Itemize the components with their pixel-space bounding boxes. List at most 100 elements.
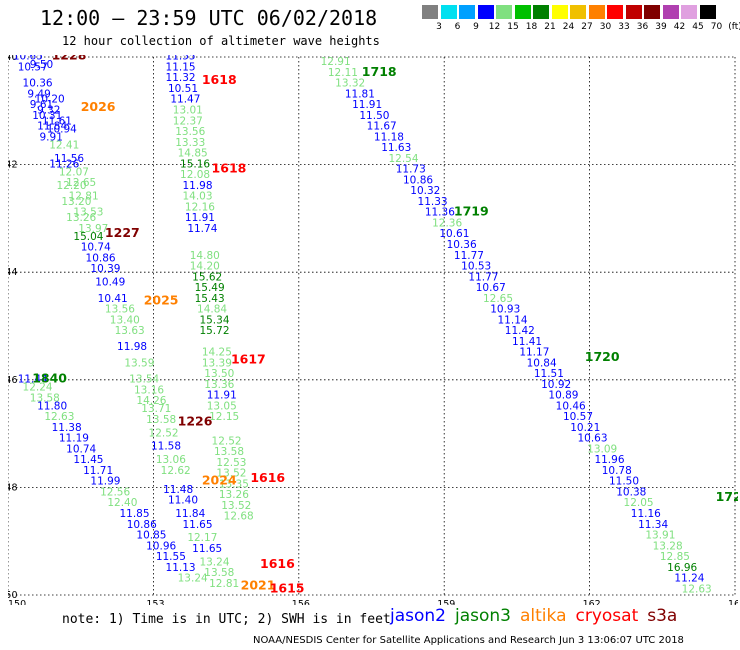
swh-value: 9.50 bbox=[30, 59, 53, 71]
scale-swatch bbox=[607, 5, 623, 19]
swh-value: 13.53 bbox=[73, 207, 103, 219]
swh-value: 12.52 bbox=[212, 435, 242, 447]
swh-value: 12.91 bbox=[321, 56, 351, 68]
swh-value: 12.81 bbox=[69, 191, 99, 203]
scale-swatch bbox=[514, 5, 531, 19]
map-subtitle: 12 hour collection of altimeter wave hei… bbox=[62, 34, 380, 48]
swh-value: 13.97 bbox=[78, 223, 108, 235]
swh-value: 11.41 bbox=[512, 336, 542, 348]
swh-value: 12.56 bbox=[100, 486, 130, 498]
swh-value: 11.58 bbox=[151, 441, 181, 453]
swh-value: 12.65 bbox=[483, 293, 513, 305]
track-c: 11.5511.1511.3210.5111.4713.0112.3713.56… bbox=[166, 55, 254, 523]
swh-value: 13.54 bbox=[129, 373, 159, 385]
scale-swatch bbox=[533, 5, 549, 19]
swh-value: 10.31 bbox=[32, 110, 62, 122]
swh-value: 10.21 bbox=[570, 422, 600, 434]
swh-value: 11.77 bbox=[454, 250, 484, 262]
swh-value: 12.81 bbox=[209, 578, 239, 590]
scale-label: 45 bbox=[692, 22, 704, 32]
swh-value: 10.92 bbox=[541, 379, 571, 391]
swh-value: 10.38 bbox=[616, 486, 646, 498]
swh-value: 11.38 bbox=[52, 422, 82, 434]
pass-time-label: 1721 bbox=[716, 489, 738, 504]
swh-value: 10.96 bbox=[146, 540, 176, 552]
swh-value: 13.16 bbox=[134, 384, 164, 396]
swh-value: 12.85 bbox=[660, 551, 690, 563]
swh-value: 14.20 bbox=[190, 261, 220, 273]
swh-value: 10.61 bbox=[439, 228, 469, 240]
scale-swatch bbox=[570, 5, 586, 19]
swh-value: 10.57 bbox=[18, 61, 48, 73]
swh-value: 9.91 bbox=[40, 131, 63, 143]
swh-value: 11.71 bbox=[83, 465, 113, 477]
swh-value: 12.16 bbox=[185, 201, 215, 213]
scale-swatch bbox=[477, 5, 494, 19]
lat-tick-label: -42 bbox=[8, 160, 18, 171]
scale-label: 36 bbox=[636, 22, 649, 32]
swh-value: 11.55 bbox=[166, 55, 196, 63]
legend-jason3: jason3 bbox=[455, 606, 511, 626]
swh-value: 10.84 bbox=[527, 357, 557, 369]
swh-value: 12.05 bbox=[624, 497, 654, 509]
swh-value: 13.91 bbox=[645, 530, 675, 542]
swh-value: 10.49 bbox=[95, 277, 125, 289]
swh-value: 13.58 bbox=[204, 567, 234, 579]
pass-time-label: 1719 bbox=[454, 204, 489, 219]
swh-value: 16.96 bbox=[667, 562, 697, 574]
swh-value: 11.98 bbox=[117, 341, 147, 353]
satellite-legend: jason2 jason3 altika cryosat s3a bbox=[390, 606, 686, 626]
swh-value: 11.65 bbox=[192, 543, 222, 555]
swh-value: 12.41 bbox=[49, 139, 79, 151]
swh-value: 12.53 bbox=[216, 457, 246, 469]
map-axes: 150 153 156 159 162 165 -40 -42 -44 -46 -48 -50 bbox=[8, 55, 738, 605]
swh-value: 12.63 bbox=[682, 583, 712, 595]
lat-tick-label: -50 bbox=[8, 590, 18, 601]
footnote: note: 1) Time is in UTC; 2) SWH is in fe… bbox=[62, 612, 391, 627]
swh-value: 11.56 bbox=[54, 153, 84, 165]
swh-value: 13.20 bbox=[61, 196, 91, 208]
swh-value: 10.36 bbox=[447, 239, 477, 251]
swh-value: 12.40 bbox=[107, 497, 137, 509]
track-d: 12.5112.9112.1113.3211.8111.9111.5011.67… bbox=[316, 55, 712, 595]
swh-value: 13.32 bbox=[335, 78, 365, 90]
pass-time-label: 1615 bbox=[270, 580, 305, 595]
swh-value: 10.39 bbox=[90, 263, 120, 275]
swh-value: 15.62 bbox=[192, 271, 222, 283]
scale-swatch bbox=[644, 5, 660, 19]
swh-value: 11.50 bbox=[609, 476, 639, 488]
scale-label: 3 bbox=[436, 22, 442, 32]
swh-value: 12.17 bbox=[187, 532, 217, 544]
swh-value: 13.26 bbox=[219, 489, 249, 501]
swh-value: 12.20 bbox=[56, 180, 86, 192]
satellite-tracks: 10.6510.579.5010.369.4910.209.619.3210.3… bbox=[13, 55, 712, 595]
swh-value: 10.53 bbox=[461, 261, 491, 273]
legend-altika: altika bbox=[520, 606, 567, 626]
swh-value: 11.36 bbox=[425, 207, 455, 219]
swh-value: 11.77 bbox=[468, 271, 498, 283]
scale-label: (ft) bbox=[728, 22, 740, 32]
swh-value: 10.93 bbox=[490, 304, 520, 316]
swh-value: 14.80 bbox=[190, 250, 220, 262]
swh-value: 10.41 bbox=[98, 293, 128, 305]
swh-value: 13.58 bbox=[30, 392, 60, 404]
scale-swatch bbox=[625, 5, 642, 19]
swh-value: 11.47 bbox=[170, 94, 200, 106]
swh-value: 11.48 bbox=[163, 484, 193, 496]
pass-time-label: 1618 bbox=[212, 161, 247, 176]
pass-time-label: 1226 bbox=[178, 414, 213, 429]
swh-value: 10.86 bbox=[127, 519, 157, 531]
pass-time-label: 1717 bbox=[347, 55, 382, 57]
swh-value: 10.94 bbox=[47, 123, 77, 135]
track-a: 10.6510.579.5010.369.4910.209.619.3210.3… bbox=[13, 55, 239, 590]
pass-time-label: 2024 bbox=[202, 473, 237, 488]
scale-label: 30 bbox=[599, 22, 612, 32]
swh-value: 11.42 bbox=[505, 325, 535, 337]
pass-time-label: 1617 bbox=[231, 352, 266, 367]
lat-tick-label: -44 bbox=[8, 267, 18, 278]
legend-cryosat: cryosat bbox=[575, 606, 639, 626]
swh-value: 10.32 bbox=[410, 185, 440, 197]
swh-value: 10.67 bbox=[476, 282, 506, 294]
swh-value: 13.26 bbox=[66, 212, 96, 224]
pass-time-label: 1718 bbox=[362, 64, 397, 79]
